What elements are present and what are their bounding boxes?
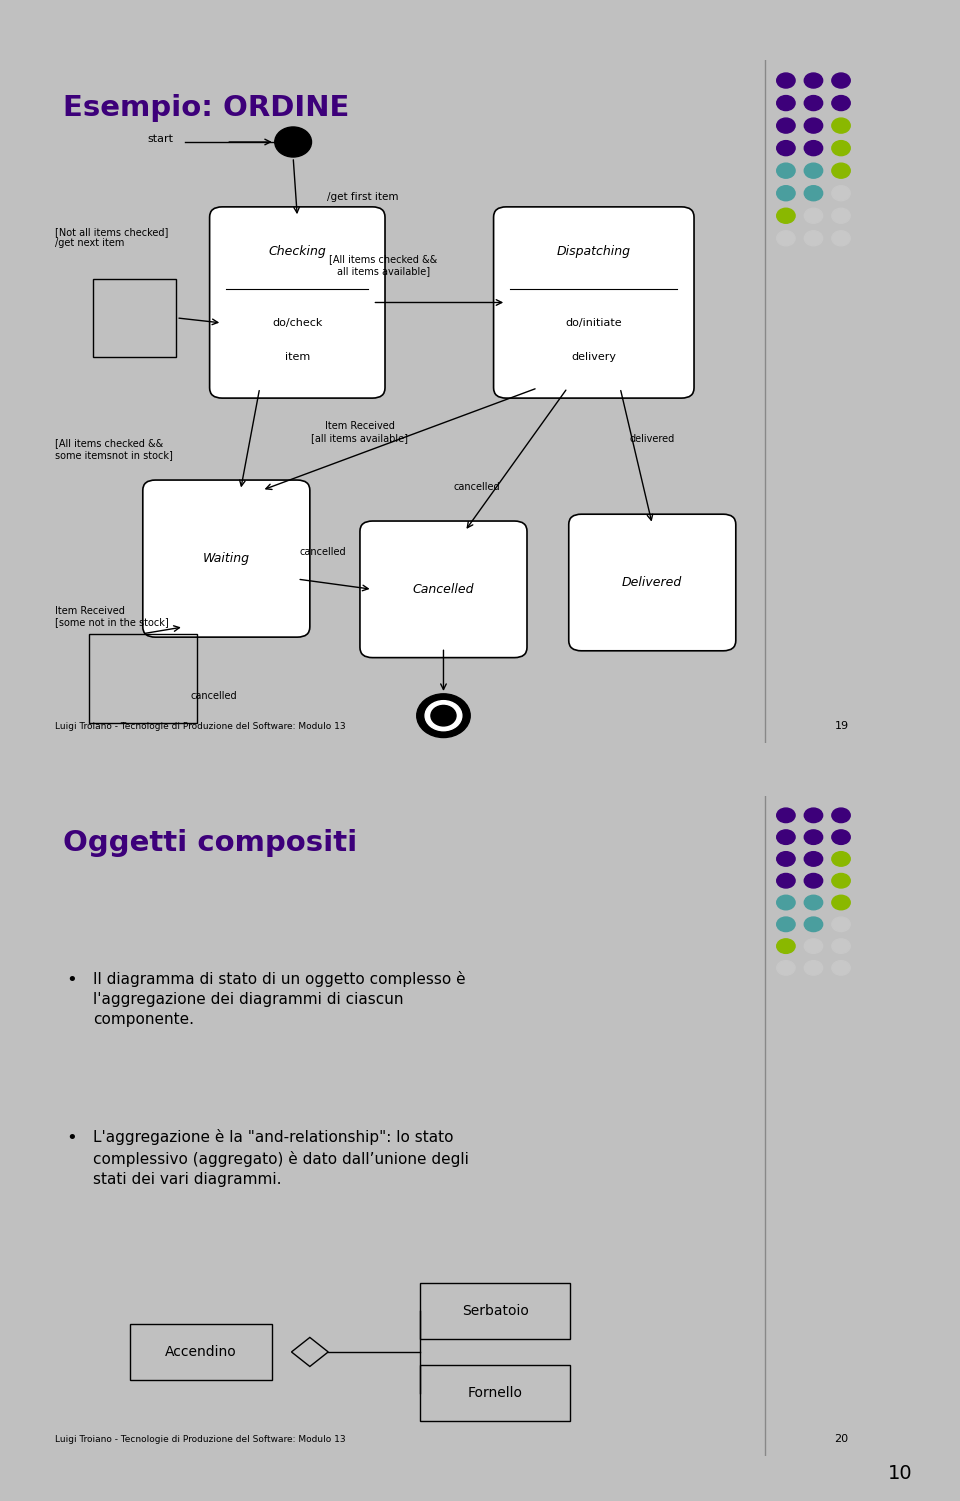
Circle shape	[777, 186, 795, 201]
Circle shape	[804, 96, 823, 111]
Circle shape	[832, 874, 851, 889]
Circle shape	[832, 808, 851, 823]
Circle shape	[777, 119, 795, 134]
Text: Item Received
[all items available]: Item Received [all items available]	[311, 422, 408, 443]
Circle shape	[804, 141, 823, 156]
Circle shape	[804, 186, 823, 201]
Circle shape	[777, 895, 795, 910]
Bar	[420, 1366, 570, 1421]
Circle shape	[832, 96, 851, 111]
Bar	[88, 633, 197, 722]
Circle shape	[431, 705, 456, 726]
Circle shape	[804, 119, 823, 134]
Text: Checking: Checking	[269, 245, 326, 258]
Circle shape	[804, 231, 823, 246]
Circle shape	[777, 209, 795, 224]
Bar	[420, 1282, 570, 1339]
Circle shape	[777, 74, 795, 89]
Circle shape	[275, 128, 311, 158]
FancyBboxPatch shape	[143, 480, 310, 636]
Circle shape	[832, 164, 851, 179]
Text: delivered: delivered	[630, 434, 675, 444]
Circle shape	[804, 895, 823, 910]
Bar	[93, 279, 177, 357]
Circle shape	[777, 164, 795, 179]
Circle shape	[777, 141, 795, 156]
Circle shape	[804, 938, 823, 953]
Circle shape	[832, 961, 851, 976]
Text: Luigi Troiano - Tecnologie di Produzione del Software: Modulo 13: Luigi Troiano - Tecnologie di Produzione…	[55, 722, 346, 731]
Circle shape	[804, 917, 823, 932]
Circle shape	[804, 830, 823, 845]
Circle shape	[417, 693, 470, 737]
Text: cancelled: cancelled	[190, 690, 237, 701]
Text: Fornello: Fornello	[468, 1387, 523, 1400]
Text: Luigi Troiano - Tecnologie di Produzione del Software: Modulo 13: Luigi Troiano - Tecnologie di Produzione…	[55, 1435, 346, 1444]
Circle shape	[832, 830, 851, 845]
Text: 19: 19	[834, 720, 849, 731]
Text: Cancelled: Cancelled	[413, 582, 474, 596]
Text: 20: 20	[834, 1433, 849, 1444]
Circle shape	[804, 74, 823, 89]
Circle shape	[777, 938, 795, 953]
Circle shape	[832, 141, 851, 156]
Text: L'aggregazione è la "and-relationship": lo stato
complessivo (aggregato) è dato : L'aggregazione è la "and-relationship": …	[93, 1129, 468, 1187]
Text: Accendino: Accendino	[165, 1345, 237, 1358]
Text: Serbatoio: Serbatoio	[462, 1304, 529, 1318]
Text: [All items checked &&
some itemsnot in stock]: [All items checked && some itemsnot in s…	[55, 438, 173, 461]
Circle shape	[804, 874, 823, 889]
Text: cancelled: cancelled	[300, 548, 346, 557]
Circle shape	[832, 186, 851, 201]
Text: Esempio: ORDINE: Esempio: ORDINE	[63, 95, 349, 122]
Circle shape	[777, 961, 795, 976]
Text: Oggetti compositi: Oggetti compositi	[63, 829, 358, 857]
Circle shape	[777, 231, 795, 246]
Text: 10: 10	[887, 1463, 912, 1483]
Bar	[131, 1324, 273, 1379]
Circle shape	[777, 808, 795, 823]
FancyBboxPatch shape	[493, 207, 694, 398]
Text: do/initiate: do/initiate	[565, 318, 622, 329]
Circle shape	[804, 851, 823, 866]
Text: Dispatching: Dispatching	[557, 245, 631, 258]
Text: do/check: do/check	[272, 318, 323, 329]
Circle shape	[777, 917, 795, 932]
Circle shape	[832, 209, 851, 224]
Circle shape	[777, 874, 795, 889]
Text: start: start	[147, 134, 173, 144]
Circle shape	[832, 231, 851, 246]
Circle shape	[804, 961, 823, 976]
FancyBboxPatch shape	[568, 515, 735, 651]
Text: Item Received
[some not in the stock]: Item Received [some not in the stock]	[55, 606, 169, 627]
Circle shape	[832, 119, 851, 134]
Text: Il diagramma di stato di un oggetto complesso è
l'aggregazione dei diagrammi di : Il diagramma di stato di un oggetto comp…	[93, 971, 466, 1027]
FancyBboxPatch shape	[360, 521, 527, 657]
Circle shape	[804, 209, 823, 224]
Text: •: •	[66, 1129, 77, 1147]
Text: [All items checked &&
all items available]: [All items checked && all items availabl…	[329, 254, 438, 276]
Circle shape	[804, 164, 823, 179]
Text: Waiting: Waiting	[203, 552, 250, 564]
Circle shape	[804, 808, 823, 823]
Circle shape	[832, 938, 851, 953]
Circle shape	[777, 830, 795, 845]
Text: item: item	[285, 353, 310, 362]
Circle shape	[832, 917, 851, 932]
Circle shape	[425, 701, 462, 731]
Text: Delivered: Delivered	[622, 576, 683, 588]
Text: delivery: delivery	[571, 353, 616, 362]
Text: cancelled: cancelled	[453, 482, 500, 492]
Text: •: •	[66, 971, 77, 989]
Circle shape	[832, 895, 851, 910]
Text: /get first item: /get first item	[326, 192, 398, 201]
Circle shape	[777, 851, 795, 866]
Circle shape	[832, 74, 851, 89]
Circle shape	[832, 851, 851, 866]
FancyBboxPatch shape	[209, 207, 385, 398]
Circle shape	[777, 96, 795, 111]
Text: [Not all items checked]
/get next item: [Not all items checked] /get next item	[55, 227, 168, 248]
